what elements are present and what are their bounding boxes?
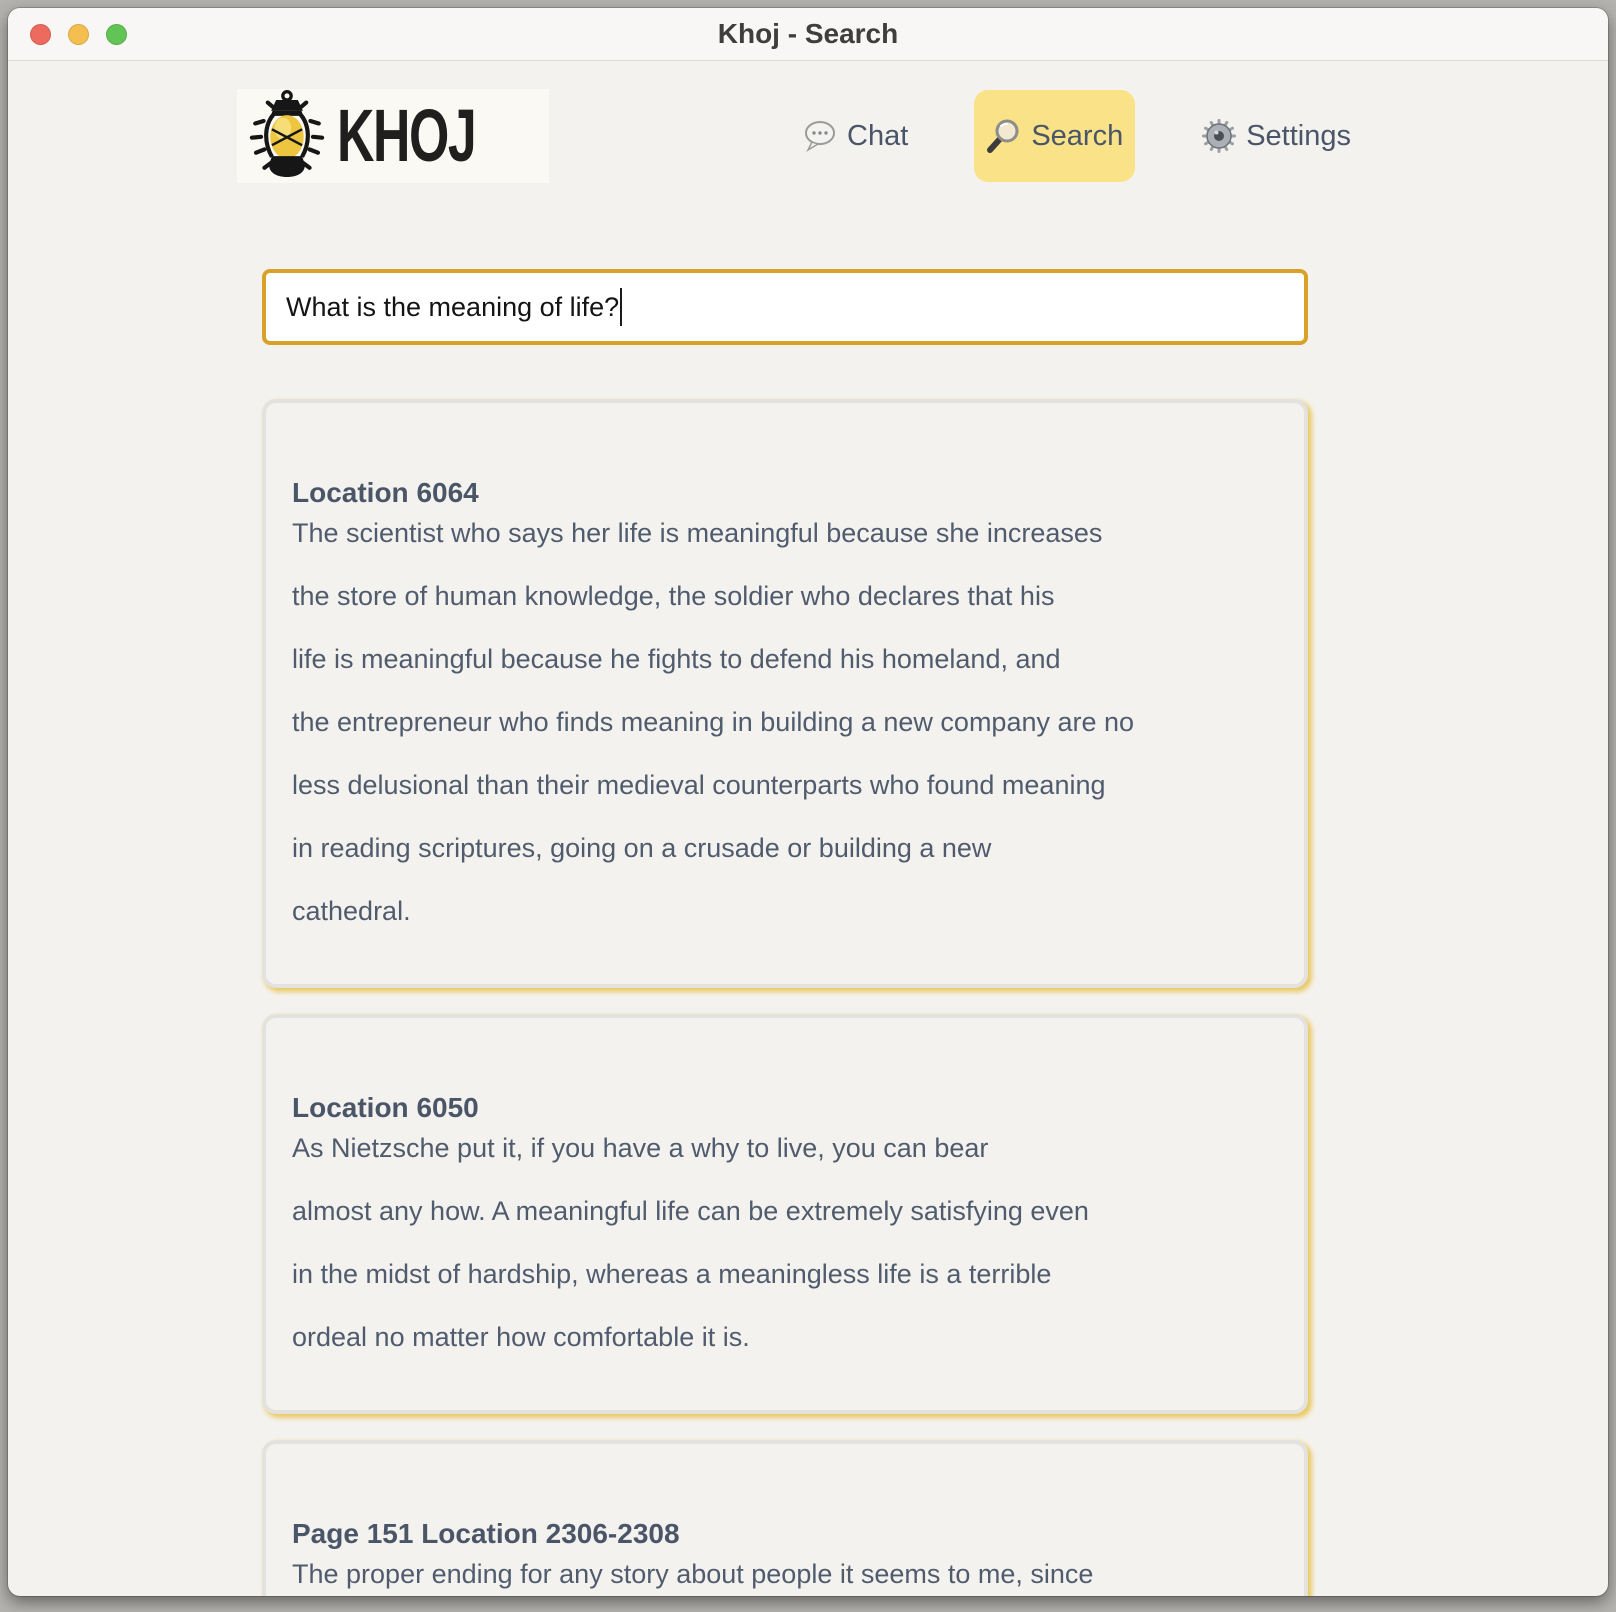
result-line: ordeal no matter how comfortable it is. bbox=[292, 1322, 750, 1352]
result-card[interactable]: Page 151 Location 2306-2308 The proper e… bbox=[262, 1440, 1308, 1596]
result-heading: Location 6050 bbox=[292, 1092, 479, 1123]
result-line: life is meaningful because he fights to … bbox=[292, 644, 1061, 674]
main-content: What is the meaning of life? Location 60… bbox=[262, 183, 1308, 1596]
result-line: The proper ending for any story about pe… bbox=[292, 1559, 1094, 1589]
magnifier-icon bbox=[987, 119, 1019, 153]
result-line: As Nietzsche put it, if you have a why t… bbox=[292, 1133, 989, 1163]
result-line: in reading scriptures, going on a crusad… bbox=[292, 833, 992, 863]
minimize-button[interactable] bbox=[68, 23, 89, 45]
window-title: Khoj - Search bbox=[717, 18, 899, 49]
nav-item-search[interactable]: Search bbox=[974, 90, 1136, 182]
result-line: less delusional than their medieval coun… bbox=[292, 770, 1106, 800]
nav-label-search: Search bbox=[1031, 119, 1124, 152]
result-heading: Location 6064 bbox=[292, 477, 479, 508]
nav-item-chat[interactable]: Chat bbox=[790, 90, 920, 182]
brand-wordmark: KHOJ bbox=[337, 94, 477, 177]
titlebar: Khoj - Search bbox=[8, 8, 1608, 61]
result-body: As Nietzsche put it, if you have a why t… bbox=[292, 1130, 1278, 1355]
main-nav: Chat Search bbox=[790, 90, 1363, 182]
search-query-text: What is the meaning of life? bbox=[286, 291, 620, 322]
text-caret bbox=[620, 288, 623, 326]
gear-icon bbox=[1202, 119, 1237, 153]
app-window: Khoj - Search bbox=[8, 8, 1608, 1596]
chat-bubble-icon bbox=[805, 121, 836, 152]
close-button[interactable] bbox=[30, 23, 51, 45]
result-card[interactable]: Location 6050 As Nietzsche put it, if yo… bbox=[262, 1014, 1308, 1414]
app-header: KHOJ Chat Search bbox=[237, 89, 1363, 183]
search-input[interactable]: What is the meaning of life? bbox=[262, 269, 1308, 345]
result-line: the store of human knowledge, the soldie… bbox=[292, 581, 1055, 611]
nav-label-chat: Chat bbox=[847, 119, 909, 152]
traffic-lights bbox=[8, 23, 127, 45]
result-heading: Page 151 Location 2306-2308 bbox=[292, 1518, 680, 1549]
results-list: Location 6064 The scientist who says her… bbox=[262, 399, 1308, 1596]
result-line: cathedral. bbox=[292, 896, 411, 926]
zoom-button[interactable] bbox=[106, 23, 127, 45]
result-card[interactable]: Location 6064 The scientist who says her… bbox=[262, 399, 1308, 988]
khoj-logo: KHOJ bbox=[237, 89, 549, 183]
result-line: almost any how. A meaningful life can be… bbox=[292, 1196, 1089, 1226]
result-body: The proper ending for any story about pe… bbox=[292, 1556, 1278, 1592]
nav-item-settings[interactable]: Settings bbox=[1189, 90, 1363, 182]
result-body: The scientist who says her life is meani… bbox=[292, 515, 1278, 929]
result-line: in the midst of hardship, whereas a mean… bbox=[292, 1259, 1052, 1289]
nav-label-settings: Settings bbox=[1246, 119, 1351, 152]
lantern-icon bbox=[249, 90, 325, 177]
result-line: The scientist who says her life is meani… bbox=[292, 518, 1103, 548]
result-line: the entrepreneur who finds meaning in bu… bbox=[292, 707, 1135, 737]
